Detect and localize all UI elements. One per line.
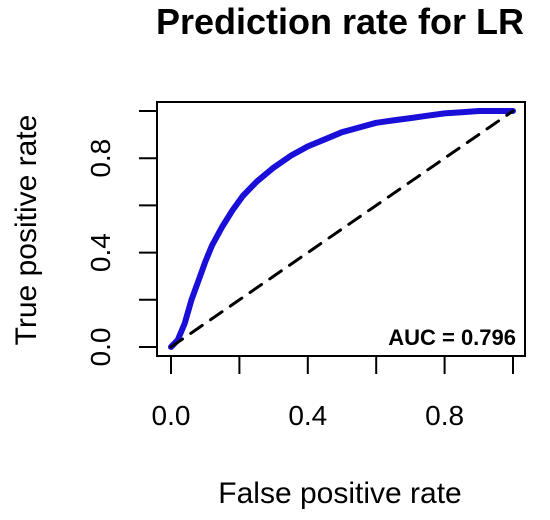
y-axis-ticks: 0.0 0.4 0.8 <box>85 110 157 367</box>
roc-curve-line <box>168 108 516 350</box>
y-tick-label: 0.0 <box>85 328 116 367</box>
chart-title: Prediction rate for LR <box>156 1 524 42</box>
plot-frame <box>156 101 526 357</box>
auc-annotation: AUC = 0.796 <box>388 325 516 350</box>
y-tick-label: 0.8 <box>85 139 116 178</box>
x-tick-label: 0.4 <box>288 400 327 431</box>
x-tick-label: 0.0 <box>152 400 191 431</box>
series-layer <box>168 108 516 350</box>
diagonal-reference-line <box>169 109 515 349</box>
x-axis-label: False positive rate <box>218 477 461 510</box>
x-tick-label: 0.8 <box>425 400 464 431</box>
x-axis-ticks: 0.0 0.4 0.8 <box>152 356 514 431</box>
y-axis-label: True positive rate <box>10 115 43 346</box>
y-tick-label: 0.4 <box>85 233 116 272</box>
